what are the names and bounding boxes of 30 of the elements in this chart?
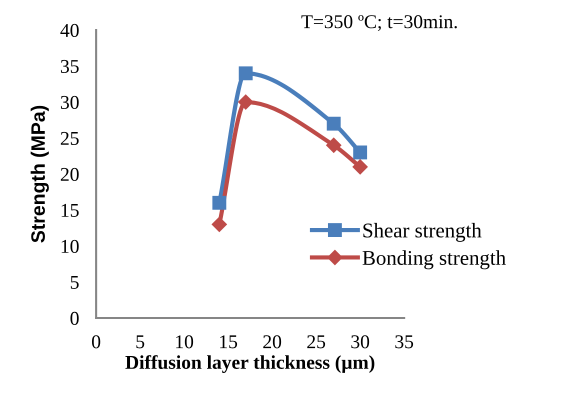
x-tick-label: 0 [92,335,100,348]
point [326,116,341,131]
legend-label: Bonding strength [362,250,506,270]
y-tick-label: 20 [60,168,79,181]
x-tick-label: 15 [220,335,238,348]
x-tick-label: 20 [263,335,282,348]
point [238,94,254,110]
y-tick-label: 35 [60,60,79,73]
x-tick-label: 10 [176,335,194,348]
point [326,138,342,153]
x-tick-label: 35 [395,335,414,348]
y-tick-label: 15 [62,204,79,217]
x-tick-label: 30 [351,335,370,348]
y-tick-label: 30 [60,96,79,109]
y-tick-label: 40 [60,24,79,38]
x-tick-label: 5 [136,335,144,348]
x-tick-label: 25 [307,335,326,348]
y-tick-label: 10 [62,240,79,253]
point [353,145,368,160]
legend-label: Shear strength [363,222,482,242]
y-tick-label: 25 [60,132,79,145]
point [212,196,226,210]
annotation: T=350 ºC; t=30min. [301,15,457,32]
point [238,66,253,80]
y-tick-label: 5 [70,276,79,289]
y-tick-label: 0 [70,312,79,325]
point [212,216,227,232]
y-axis-title: Strength (MPa) [30,106,49,243]
x-axis-title: Diffusion layer thickness (µm) [125,355,374,373]
point [352,159,368,174]
